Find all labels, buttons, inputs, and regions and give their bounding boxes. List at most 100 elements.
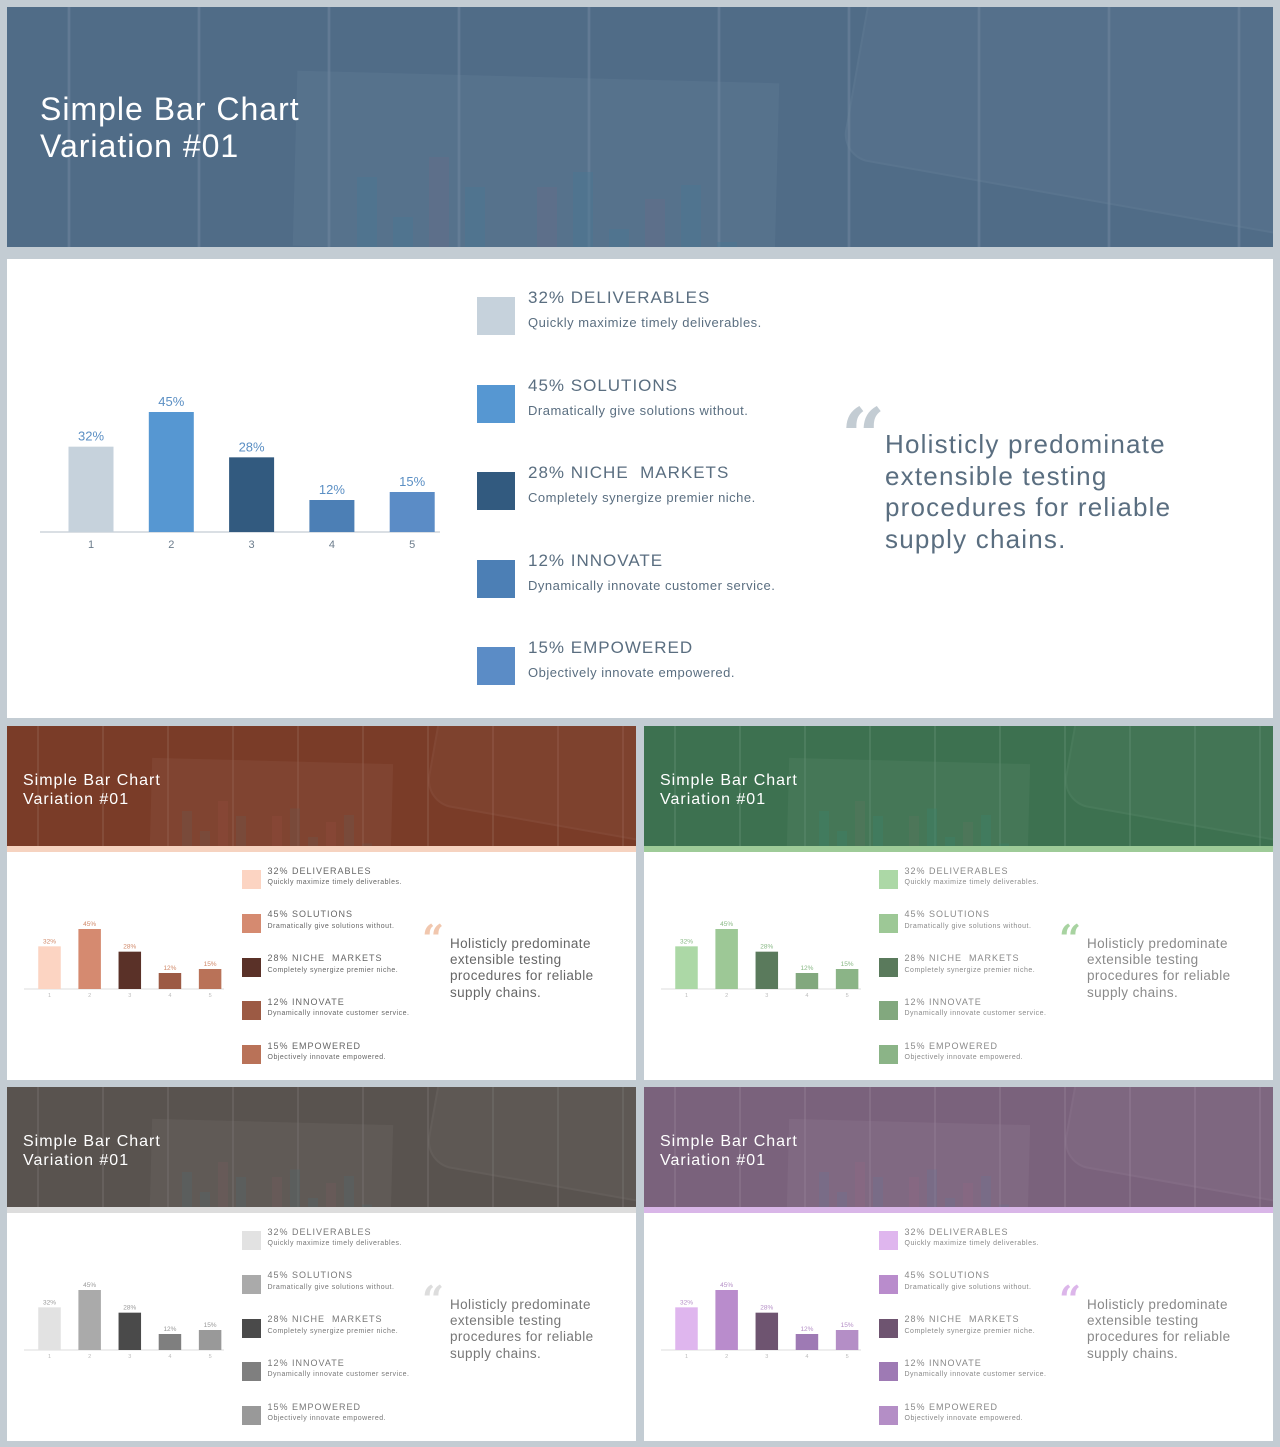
legend-heading: 12% INNOVATE <box>528 551 663 571</box>
legend-percent: 45% <box>904 909 926 920</box>
legend-percent: 32% <box>267 865 289 876</box>
legend-label: NICHE MARKETS <box>292 1314 383 1324</box>
banner-tint <box>7 7 1273 247</box>
bar-3 <box>118 951 141 989</box>
legend-swatch <box>242 1406 261 1425</box>
banner: Simple Bar Chart Variation #01 <box>7 7 1273 247</box>
legend-description: Completely synergize premier niche. <box>267 1327 399 1335</box>
bar-4 <box>795 1333 818 1350</box>
legend-heading: 15% EMPOWERED <box>528 638 693 658</box>
legend-swatch <box>879 913 898 933</box>
legend-heading: 28% NICHE MARKETS <box>905 1314 1020 1324</box>
legend-heading: 28% NICHE MARKETS <box>905 953 1020 963</box>
data-label-5: 15% <box>840 961 853 968</box>
data-label-1: 32% <box>42 1299 55 1306</box>
legend-label: INNOVATE <box>929 996 982 1007</box>
tick-label-5: 5 <box>845 993 848 999</box>
legend-description: Completely synergize premier niche. <box>904 966 1036 974</box>
legend-label: DELIVERABLES <box>292 865 372 876</box>
legend-swatch <box>242 1274 261 1294</box>
tick-label-1: 1 <box>684 993 687 999</box>
slide-title: Simple Bar Chart Variation #01 <box>23 1133 161 1169</box>
banner-tint <box>644 1087 1273 1207</box>
slide-green: Simple Bar Chart Variation #01 32% 1 45% 2 28… <box>644 726 1273 1080</box>
banner-separator <box>644 1207 1273 1213</box>
legend: 32% DELIVERABLES Quickly maximize timely … <box>879 866 1059 1080</box>
slide-title: Simple Bar Chart Variation #01 <box>40 91 300 165</box>
bar-2 <box>714 1289 738 1350</box>
legend-description: Dynamically innovate customer service. <box>267 1010 410 1018</box>
legend-label: SOLUTIONS <box>929 1270 991 1281</box>
legend-item: 15% EMPOWERED Objectively innovate empowe… <box>879 1040 1059 1080</box>
legend-heading: 45% SOLUTIONS <box>905 909 991 919</box>
legend-heading: 15% EMPOWERED <box>268 1041 362 1051</box>
quote-mark-icon: “ <box>1059 917 1082 962</box>
bar-2 <box>148 412 194 532</box>
legend-heading: 28% NICHE MARKETS <box>268 1314 383 1324</box>
legend-percent: 45% <box>528 375 566 395</box>
slide-title: Simple Bar Chart Variation #01 <box>660 772 798 808</box>
tick-label-5: 5 <box>208 1354 211 1360</box>
data-label-5: 15% <box>203 961 216 968</box>
tick-label-2: 2 <box>725 1354 728 1360</box>
legend-heading: 12% INNOVATE <box>268 997 345 1007</box>
legend-percent: 12% <box>904 996 926 1007</box>
slide-title: Simple Bar Chart Variation #01 <box>23 772 161 808</box>
bar-1 <box>674 1306 698 1350</box>
legend-description: Dynamically innovate customer service. <box>267 1371 410 1379</box>
data-label-4: 12% <box>163 1326 176 1333</box>
banner-tint <box>7 726 636 846</box>
legend-swatch <box>242 1045 261 1064</box>
data-label-3: 28% <box>239 439 265 454</box>
legend-percent: 28% <box>528 463 566 482</box>
bar-2 <box>714 928 738 989</box>
data-label-3: 28% <box>123 943 136 950</box>
legend-percent: 45% <box>267 1270 289 1281</box>
tick-label-1: 1 <box>684 1354 687 1360</box>
legend-description: Completely synergize premier niche. <box>904 1327 1036 1335</box>
bar-1 <box>37 945 61 989</box>
banner-separator <box>7 846 636 852</box>
legend: 32% DELIVERABLES Quickly maximize timely … <box>879 1227 1059 1441</box>
quote-mark-icon: “ <box>422 917 445 962</box>
legend-item: 32% DELIVERABLES Quickly maximize timely … <box>242 1227 422 1274</box>
legend-item: 28% NICHE MARKETS Completely synergize pr… <box>879 953 1059 1001</box>
tick-label-1: 1 <box>47 1354 50 1360</box>
bar-1 <box>68 446 114 532</box>
legend-heading: 28% NICHE MARKETS <box>528 463 729 483</box>
legend-heading: 15% EMPOWERED <box>268 1402 362 1412</box>
quote-block: “Holisticly predominate extensible testi… <box>1059 1278 1251 1374</box>
quote-block: “Holisticly predominate extensible testi… <box>1059 917 1251 1013</box>
banner: Simple Bar Chart Variation #01 <box>644 1087 1273 1207</box>
bar-5 <box>835 1329 858 1350</box>
legend-heading: 32% DELIVERABLES <box>905 866 1009 876</box>
legend-percent: 15% <box>904 1401 926 1412</box>
banner-separator <box>7 1207 636 1213</box>
legend-percent: 15% <box>267 1040 289 1051</box>
legend-percent: 32% <box>904 865 926 876</box>
quote-mark-icon: “ <box>1059 1278 1082 1323</box>
legend-swatch <box>879 870 898 889</box>
legend-swatch <box>242 957 261 977</box>
legend-percent: 15% <box>267 1401 289 1412</box>
legend-heading: 12% INNOVATE <box>268 1358 345 1368</box>
legend-label: DELIVERABLES <box>929 865 1009 876</box>
banner-tint <box>644 726 1273 846</box>
legend-item: 12% INNOVATE Dynamically innovate custome… <box>242 1358 422 1405</box>
legend-swatch <box>879 1001 898 1021</box>
tick-label-5: 5 <box>409 539 415 551</box>
banner-tint <box>7 1087 636 1207</box>
bar-chart: 32% 1 45% 2 28% 3 12% 4 15% 5 <box>40 394 440 551</box>
legend-description: Dramatically give solutions without. <box>904 922 1032 930</box>
data-label-4: 12% <box>800 965 813 972</box>
bar-5 <box>835 968 858 989</box>
legend-description: Objectively innovate empowered. <box>904 1054 1024 1061</box>
legend-heading: 15% EMPOWERED <box>905 1402 999 1412</box>
legend-swatch <box>477 297 515 335</box>
bar-3 <box>229 457 275 532</box>
legend-label: INNOVATE <box>929 1357 982 1368</box>
legend-item: 15% EMPOWERED Objectively innovate empowe… <box>242 1402 422 1441</box>
legend-percent: 15% <box>904 1040 926 1051</box>
legend-heading: 12% INNOVATE <box>905 1358 982 1368</box>
slide-title: Simple Bar Chart Variation #01 <box>660 1133 798 1169</box>
